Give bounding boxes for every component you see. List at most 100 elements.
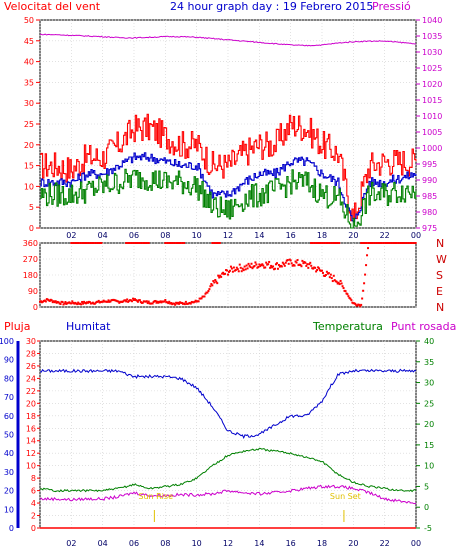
direction-point: [143, 242, 146, 244]
direction-point: [207, 290, 210, 293]
direction-point: [242, 269, 245, 272]
direction-point: [308, 263, 311, 266]
direction-point: [206, 291, 209, 294]
direction-point: [222, 271, 225, 274]
wind-speed-tick-label: 0: [29, 224, 34, 233]
wind-series-line: [40, 168, 417, 229]
direction-point: [245, 264, 248, 267]
wind-speed-tick-label: 40: [24, 58, 34, 67]
direction-point: [265, 261, 268, 264]
direction-point: [296, 259, 299, 262]
direction-point: [81, 242, 84, 244]
direction-point: [251, 267, 254, 270]
direction-point: [236, 268, 239, 271]
direction-point: [363, 282, 366, 285]
direction-point: [377, 242, 380, 244]
direction-point: [347, 295, 350, 298]
direction-point: [243, 265, 246, 268]
direction-point: [306, 263, 309, 266]
direction-point: [72, 242, 75, 244]
direction-point: [364, 273, 367, 276]
direction-point: [309, 261, 312, 264]
wind-speed-tick-label: 5: [29, 203, 34, 212]
wind-x-tick-label: 04: [98, 231, 108, 240]
direction-point: [128, 242, 131, 244]
direction-panel-points: [39, 242, 417, 308]
direction-point: [283, 264, 286, 267]
direction-point: [141, 301, 144, 304]
humidity-x-tick-label: 14: [254, 539, 264, 548]
wind-panel-x-axis: 02 04 06 08 10 12 14 16 18 20 22 00: [66, 231, 421, 240]
direction-point: [124, 299, 127, 302]
direction-point: [375, 242, 378, 244]
direction-point: [410, 242, 413, 244]
direction-point: [365, 242, 368, 244]
direction-point: [98, 242, 101, 244]
temperature-tick-label: 25: [424, 399, 434, 408]
direction-point: [294, 260, 297, 263]
direction-point: [197, 300, 200, 303]
pressure-tick-label: 1000: [422, 144, 442, 153]
direction-point: [132, 297, 135, 300]
direction-point: [145, 242, 148, 244]
direction-point: [325, 270, 328, 273]
direction-point: [244, 268, 247, 271]
temperature-axis-title: Temperatura: [312, 320, 383, 333]
pressure-axis: 975 980 985 990 995 1000 1005 1010 1015 1020 1025 1…: [416, 16, 442, 233]
direction-point: [277, 263, 280, 266]
humidity-series-line: [39, 484, 417, 505]
direction-point: [241, 267, 244, 270]
rain-tick-label: 0: [31, 524, 36, 533]
direction-point: [82, 302, 85, 305]
direction-point: [272, 265, 275, 268]
direction-point: [382, 242, 385, 244]
direction-point: [358, 303, 361, 306]
direction-point: [300, 265, 303, 268]
pressure-axis-title: Pressió: [372, 0, 411, 13]
humidity-axis-title: Humitat: [66, 320, 111, 333]
direction-point: [407, 242, 410, 244]
wind-series-line: [40, 33, 417, 47]
direction-point: [212, 280, 215, 283]
wind-speed-tick-label: 50: [24, 16, 34, 25]
direction-point: [392, 242, 395, 244]
direction-point: [321, 242, 324, 244]
direction-point: [409, 242, 412, 244]
direction-point: [299, 263, 302, 266]
direction-point: [147, 300, 150, 303]
direction-point: [138, 242, 141, 244]
direction-point: [239, 266, 242, 269]
direction-point: [287, 262, 290, 265]
direction-point: [329, 273, 332, 276]
wind-speed-tick-label: 10: [24, 182, 34, 191]
rain-tick-label: 30: [26, 337, 36, 346]
direction-point: [213, 281, 216, 284]
rain-tick-label: 26: [26, 362, 36, 371]
temperature-tick-label: 5: [424, 482, 429, 491]
direction-point: [85, 302, 88, 305]
direction-point: [168, 300, 171, 303]
direction-point: [399, 242, 402, 244]
direction-point: [175, 242, 178, 244]
humidity-tick-label: 10: [4, 505, 14, 514]
direction-point: [127, 242, 130, 244]
direction-point: [405, 242, 408, 244]
direction-point: [333, 279, 336, 282]
humidity-x-tick-label: 10: [192, 539, 202, 548]
pressure-tick-label: 980: [422, 208, 437, 217]
temperature-tick-label: -5: [424, 524, 432, 533]
direction-point: [323, 242, 326, 244]
direction-point: [290, 262, 293, 265]
direction-point: [211, 242, 214, 244]
direction-point: [169, 242, 172, 244]
direction-point: [342, 287, 345, 290]
direction-tick-label: 270: [23, 255, 38, 264]
humidity-x-tick-label: 18: [317, 539, 327, 548]
direction-point: [147, 242, 150, 244]
humidity-x-tick-label: 22: [380, 539, 390, 548]
wind-x-tick-label: 20: [348, 231, 358, 240]
direction-point: [74, 242, 77, 244]
wind-speed-axis-title: Velocitat del vent: [4, 0, 101, 13]
direction-point: [227, 273, 229, 276]
